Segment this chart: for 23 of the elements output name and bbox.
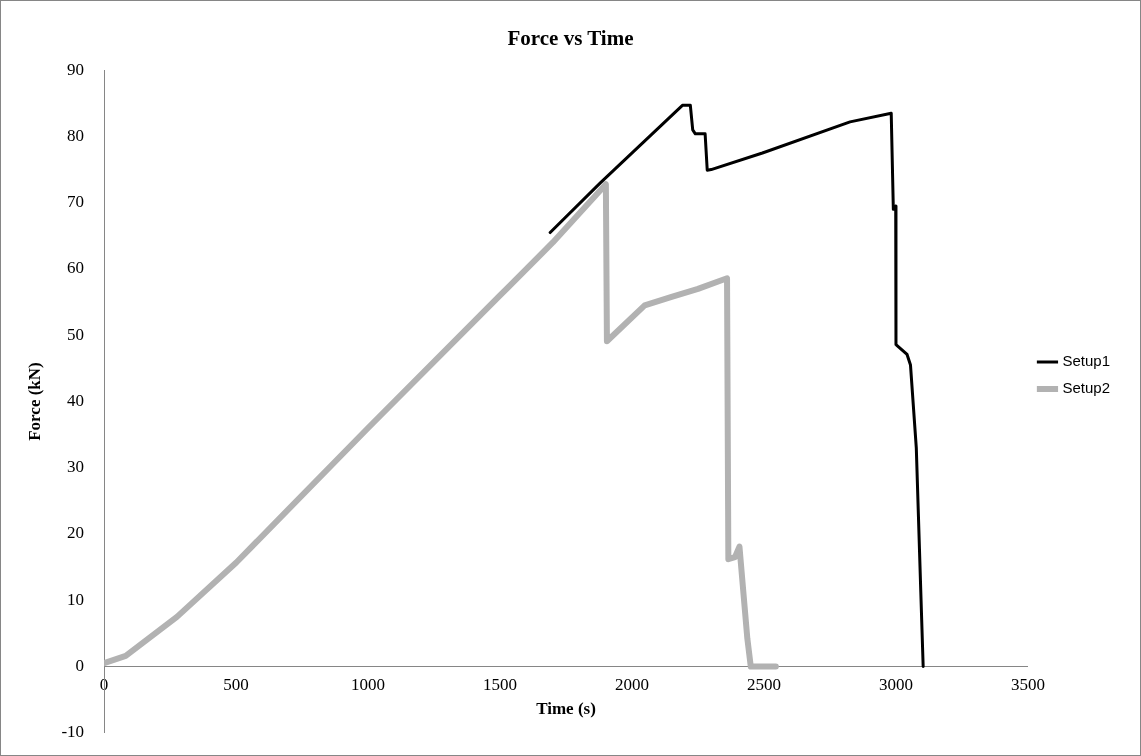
legend-label: Setup2	[1062, 379, 1111, 397]
y-tick-label: 70	[67, 192, 85, 212]
y-tick-label: 10	[67, 589, 85, 609]
y-tick-label: 90	[67, 59, 85, 79]
y-tick-label: 40	[67, 390, 85, 410]
chart-title: Force vs Time	[507, 26, 634, 51]
x-axis-title: Time (s)	[536, 698, 596, 718]
y-tick-label: 80	[67, 125, 85, 145]
y-tick-label: -10	[61, 722, 85, 742]
y-tick-label: 50	[67, 324, 85, 344]
x-tick-label: 3000	[878, 675, 913, 695]
x-tick-label: 2500	[746, 675, 781, 695]
y-tick-label: 20	[67, 523, 85, 543]
y-tick-label: 0	[75, 656, 85, 676]
y-axis-title: Force (kN)	[24, 362, 44, 441]
y-tick-label: 60	[67, 258, 85, 278]
legend-label: Setup1	[1062, 352, 1111, 370]
x-tick-label: 500	[223, 675, 249, 695]
x-tick-label: 1000	[351, 675, 386, 695]
x-tick-label: 1500	[483, 675, 518, 695]
x-tick-label: 3500	[1010, 675, 1045, 695]
y-tick-label: 30	[67, 457, 85, 477]
x-tick-label: 2000	[615, 675, 649, 695]
